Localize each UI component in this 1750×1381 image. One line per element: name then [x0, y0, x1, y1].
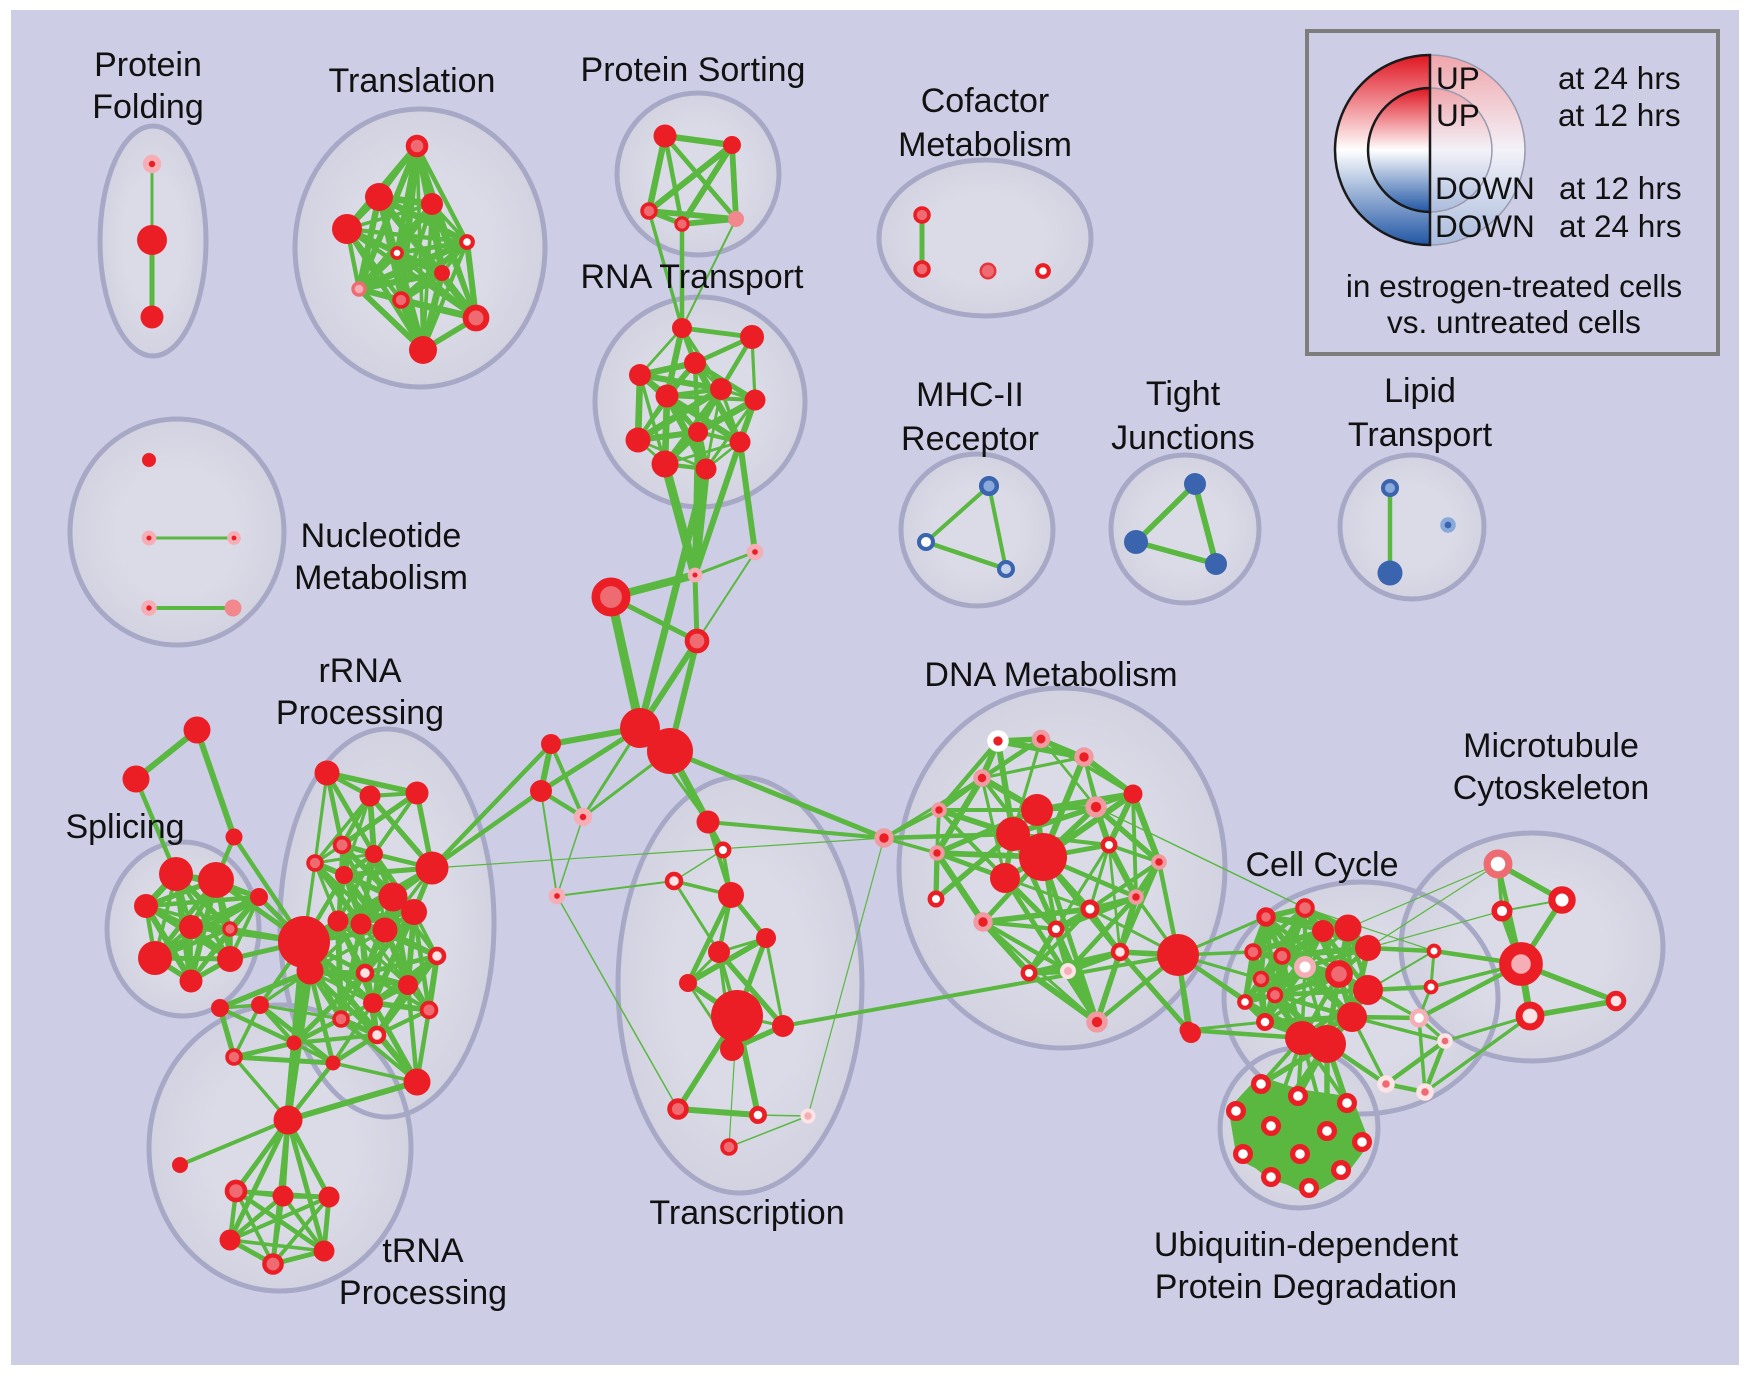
svg-text:Nucleotide: Nucleotide	[301, 517, 462, 555]
svg-text:Cytoskeleton: Cytoskeleton	[1453, 769, 1650, 807]
svg-text:Lipid: Lipid	[1384, 372, 1456, 410]
svg-text:DOWN: DOWN	[1435, 208, 1535, 244]
svg-text:Receptor: Receptor	[901, 420, 1039, 458]
svg-text:at 24 hrs: at 24 hrs	[1558, 60, 1681, 96]
svg-text:Protein Sorting: Protein Sorting	[581, 51, 806, 89]
svg-text:tRNA: tRNA	[382, 1232, 464, 1270]
svg-text:Protein: Protein	[94, 46, 202, 84]
svg-text:DNA Metabolism: DNA Metabolism	[924, 656, 1177, 694]
svg-text:Protein Degradation: Protein Degradation	[1155, 1268, 1457, 1306]
svg-text:Metabolism: Metabolism	[898, 126, 1072, 164]
svg-text:Processing: Processing	[276, 694, 444, 732]
svg-text:Transcription: Transcription	[649, 1194, 844, 1232]
svg-text:at 12 hrs: at 12 hrs	[1559, 170, 1682, 206]
svg-text:Folding: Folding	[92, 88, 204, 126]
svg-text:Microtubule: Microtubule	[1463, 727, 1639, 765]
svg-text:UP: UP	[1436, 97, 1480, 133]
svg-text:Cell Cycle: Cell Cycle	[1245, 846, 1398, 884]
svg-text:RNA Transport: RNA Transport	[581, 258, 805, 296]
svg-text:Cofactor: Cofactor	[921, 82, 1050, 120]
svg-text:at 24 hrs: at 24 hrs	[1559, 208, 1682, 244]
svg-text:Metabolism: Metabolism	[294, 559, 468, 597]
svg-text:Junctions: Junctions	[1111, 419, 1255, 457]
svg-text:Translation: Translation	[329, 62, 496, 100]
svg-text:vs. untreated cells: vs. untreated cells	[1387, 304, 1641, 340]
svg-text:Processing: Processing	[339, 1274, 507, 1312]
svg-text:MHC-II: MHC-II	[916, 376, 1024, 414]
svg-text:at 12 hrs: at 12 hrs	[1558, 97, 1681, 133]
svg-text:Transport: Transport	[1348, 416, 1493, 454]
svg-text:rRNA: rRNA	[318, 652, 401, 690]
svg-text:Ubiquitin-dependent: Ubiquitin-dependent	[1154, 1226, 1459, 1264]
svg-text:DOWN: DOWN	[1435, 170, 1535, 206]
svg-text:in estrogen-treated cells: in estrogen-treated cells	[1346, 268, 1682, 304]
svg-text:Tight: Tight	[1146, 375, 1221, 413]
svg-text:Splicing: Splicing	[65, 808, 184, 846]
svg-text:UP: UP	[1436, 60, 1480, 96]
